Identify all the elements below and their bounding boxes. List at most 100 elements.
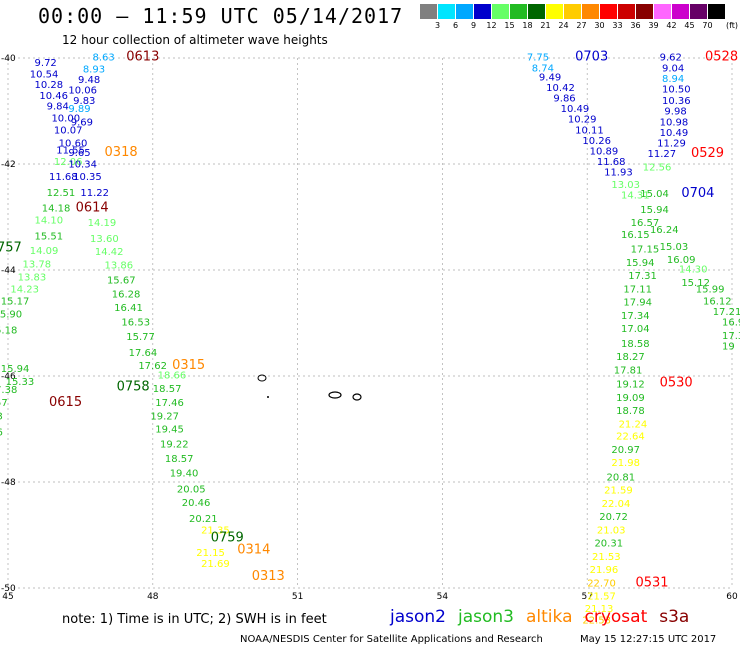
wave-height-label: 14.09 xyxy=(30,246,59,257)
lat-tick-label: -46 xyxy=(1,372,16,382)
pass-time-label: 0615 xyxy=(49,395,82,410)
scale-label: 6 xyxy=(452,21,459,30)
wave-height-label: 20.21 xyxy=(189,514,218,525)
scale-unit: (ft) xyxy=(725,21,739,30)
wave-height-label: 9.84 xyxy=(47,101,69,112)
pass-time-label: 0313 xyxy=(252,569,285,584)
scale-label: 70 xyxy=(702,21,713,30)
wave-height-label: 11.29 xyxy=(657,139,686,150)
wave-height-label: 16.90 xyxy=(722,318,740,329)
wave-height-label: 15.51 xyxy=(35,231,64,242)
wave-height-label: 21.03 xyxy=(597,525,626,536)
scale-swatch xyxy=(600,4,617,19)
pass-time-label: 0531 xyxy=(635,575,668,590)
wave-height-label: 17.21 xyxy=(713,307,740,318)
lat-tick-label: -48 xyxy=(1,478,16,488)
scale-label: 33 xyxy=(612,21,623,30)
wave-height-label: 16.15 xyxy=(621,230,650,241)
scale-label: 27 xyxy=(576,21,587,30)
wave-height-label: 21.57 xyxy=(587,592,616,603)
wave-height-label: 9.04 xyxy=(662,63,684,74)
lon-tick-label: 45 xyxy=(2,592,13,602)
wave-height-label: 18.57 xyxy=(165,454,194,465)
wave-height-label: 17.11 xyxy=(623,284,652,295)
island xyxy=(352,393,362,401)
lat-tick-label: -42 xyxy=(1,160,16,170)
scale-swatch xyxy=(438,4,455,19)
wave-height-label: 21.35 xyxy=(201,525,230,536)
wave-height-label: 9.89 xyxy=(68,104,90,115)
scale-label: 12 xyxy=(486,21,497,30)
scale-swatch xyxy=(708,4,725,19)
wave-height-label: 10.07 xyxy=(54,125,83,136)
wave-height-label: 18.78 xyxy=(616,406,645,417)
pass-time-label: 0528 xyxy=(705,50,738,65)
scale-swatch xyxy=(618,4,635,19)
wave-height-label: 10.49 xyxy=(561,104,590,115)
wave-height-label: 21.13 xyxy=(585,604,614,615)
wave-height-label: 10.42 xyxy=(546,83,575,94)
wave-height-label: 15.67 xyxy=(107,275,136,286)
wave-height-label: 19.45 xyxy=(155,425,184,436)
island xyxy=(267,396,269,398)
wave-height-label: 19.09 xyxy=(616,393,645,404)
wave-height-label: 17.94 xyxy=(623,298,652,309)
scale-label: 15 xyxy=(504,21,515,30)
wave-height-label: 13.60 xyxy=(90,234,119,245)
scale-swatch xyxy=(510,4,527,19)
lat-tick-label: -44 xyxy=(1,266,16,276)
wave-height-label: 21.96 xyxy=(590,565,619,576)
wave-height-label: 17.36 xyxy=(0,427,3,438)
wave-height-label: 9.98 xyxy=(664,107,686,118)
wave-height-label: 19 xyxy=(722,342,735,353)
wave-height-label: 10.29 xyxy=(568,115,597,126)
lon-tick-label: 57 xyxy=(581,592,592,602)
wave-height-label: 11.22 xyxy=(80,188,109,199)
wave-height-label: 16.28 xyxy=(112,290,141,301)
wave-height-label: 21.24 xyxy=(619,419,648,430)
wave-height-label: 15.77 xyxy=(126,332,155,343)
scale-swatch xyxy=(636,4,653,19)
scale-swatch xyxy=(582,4,599,19)
scale-swatch xyxy=(654,4,671,19)
wave-height-label: 16.12 xyxy=(703,296,732,307)
wave-height-label: 8.94 xyxy=(662,74,684,85)
wave-height-label: 17.81 xyxy=(614,365,643,376)
wave-height-label: 18.58 xyxy=(621,339,650,350)
wave-height-label: 10.49 xyxy=(660,128,689,139)
wave-height-label: 14.42 xyxy=(95,247,124,258)
wave-height-label: 10.98 xyxy=(660,117,689,128)
wave-height-label: 14.19 xyxy=(88,218,117,229)
wave-height-label: 20.81 xyxy=(607,472,636,483)
note-text: note: 1) Time is in UTC; 2) SWH is in fe… xyxy=(62,612,327,627)
wave-height-label: 9.65 xyxy=(68,148,90,159)
wave-height-label: 11.27 xyxy=(648,149,677,160)
wave-height-label: 16.24 xyxy=(650,225,679,236)
wave-height-label: 14.31 xyxy=(621,190,650,201)
lon-tick-label: 48 xyxy=(147,592,159,602)
legend-item-cryosat: cryosat xyxy=(584,607,648,627)
wave-height-label: 22.70 xyxy=(587,578,616,589)
wave-height-label: 9.62 xyxy=(660,53,682,64)
wave-height-label: 17.38 xyxy=(0,385,17,396)
wave-height-label: 16.57 xyxy=(0,398,8,409)
wave-height-label: 9.69 xyxy=(71,117,93,128)
wave-height-label: 12.56 xyxy=(643,162,672,173)
wave-height-label: 10.35 xyxy=(73,172,102,183)
scale-label: 45 xyxy=(684,21,695,30)
scale-label: 30 xyxy=(594,21,605,30)
wave-height-label: 10.36 xyxy=(662,96,691,107)
wave-height-label: 12.06 xyxy=(54,157,83,168)
wave-height-label: 20.97 xyxy=(611,445,640,456)
wave-height-label: 16.53 xyxy=(121,318,150,329)
pass-time-label: 0704 xyxy=(681,186,714,201)
wave-height-label: 10.54 xyxy=(30,70,59,81)
wave-height-label: 9.83 xyxy=(73,96,95,107)
wave-height-label: 21.53 xyxy=(592,552,621,563)
wave-height-label: 13.78 xyxy=(22,259,51,270)
pass-time-label: 0530 xyxy=(660,376,693,391)
wave-height-label: 18.57 xyxy=(153,384,182,395)
island xyxy=(257,374,267,382)
scale-swatch xyxy=(492,4,509,19)
scale-label: 3 xyxy=(434,21,441,30)
